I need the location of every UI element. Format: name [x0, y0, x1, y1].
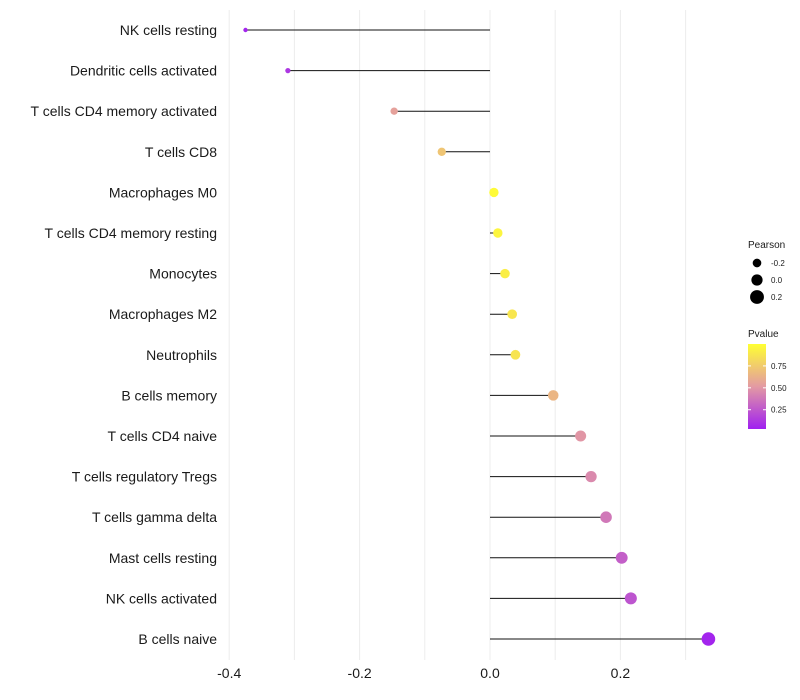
category-label: NK cells activated [106, 590, 217, 606]
category-label: NK cells resting [120, 22, 217, 38]
color-tick-label: 0.50 [771, 384, 787, 393]
x-tick-label: 0.2 [611, 665, 631, 681]
lollipop-point [285, 67, 291, 74]
size-legend-symbol [752, 258, 762, 268]
category-label: Neutrophils [146, 347, 217, 363]
category-label: T cells CD4 memory activated [31, 103, 217, 119]
lollipop-point [510, 349, 521, 360]
lollipop-points [243, 27, 716, 646]
category-label: B cells memory [121, 387, 217, 403]
legend-size-title: Pearson [748, 240, 785, 251]
category-label: Macrophages M2 [109, 306, 217, 322]
lollipop-point [585, 470, 597, 483]
size-legend-entries: -0.2 0.0 0.2 [750, 258, 785, 304]
category-label: Monocytes [149, 266, 217, 282]
color-tick-label: 0.25 [771, 406, 787, 415]
lollipop-point [547, 390, 559, 401]
category-label: T cells regulatory Tregs [72, 469, 217, 485]
lollipop-point [507, 309, 518, 320]
size-legend-label: 0.2 [771, 293, 783, 302]
lollipop-point [500, 268, 510, 279]
size-legend-label: 0.0 [771, 276, 783, 285]
category-label: Mast cells resting [109, 550, 217, 566]
color-bar [748, 344, 766, 429]
color-legend-ticks: 0.75 0.50 0.25 [748, 362, 787, 415]
legend-color-title: Pvalue [748, 329, 779, 340]
lollipop-point [437, 147, 446, 156]
category-label: Dendritic cells activated [70, 63, 217, 79]
category-labels: NK cells resting Dendritic cells activate… [31, 22, 218, 647]
lollipop-point [701, 632, 716, 646]
lollipop-point [243, 27, 248, 33]
category-label: T cells CD4 memory resting [45, 225, 217, 241]
x-tick-label: 0.0 [480, 665, 500, 681]
category-label: T cells gamma delta [92, 509, 217, 525]
lollipop-point [624, 592, 637, 605]
lollipop-point [575, 430, 587, 442]
x-tick-label: -0.4 [217, 665, 241, 681]
category-label: T cells CD4 naive [108, 428, 218, 444]
color-tick-label: 0.75 [771, 362, 787, 371]
grid-lines [228, 10, 687, 660]
lollipop-point [489, 187, 499, 198]
x-tick-label: -0.2 [348, 665, 372, 681]
lollipop-stems [245, 29, 709, 640]
category-label: B cells naive [138, 631, 217, 647]
lollipop-point [600, 511, 612, 523]
x-axis-ticks: -0.4 -0.2 0.0 0.2 [217, 665, 630, 681]
size-legend-symbol [750, 290, 764, 304]
category-label: T cells CD8 [145, 144, 217, 160]
lollipop-point [390, 107, 398, 115]
size-legend-symbol [751, 274, 763, 286]
category-label: Macrophages M0 [109, 184, 217, 200]
size-legend-label: -0.2 [771, 259, 785, 268]
lollipop-point [615, 551, 628, 564]
legend: Pearson -0.2 0.0 0.2 Pvalue 0.75 0.50 0.25 [748, 240, 787, 429]
lollipop-point [493, 228, 503, 238]
